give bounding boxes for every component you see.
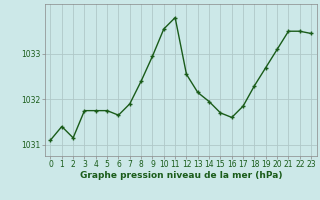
X-axis label: Graphe pression niveau de la mer (hPa): Graphe pression niveau de la mer (hPa) [80, 171, 282, 180]
